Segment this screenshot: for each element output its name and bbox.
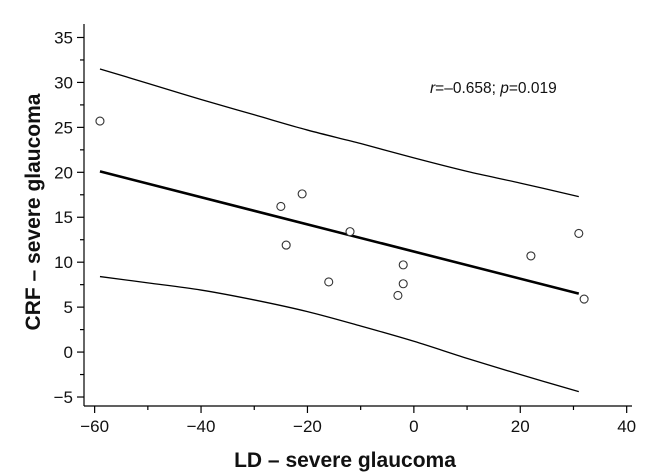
y-tick-label: 0 (64, 343, 73, 362)
data-point (393, 290, 403, 300)
data-point (324, 277, 334, 287)
y-tick-label: 30 (54, 73, 73, 92)
x-tick-label: −60 (80, 417, 109, 436)
data-point (95, 116, 105, 126)
data-point (579, 294, 589, 304)
data-point (345, 227, 355, 237)
y-tick-label: −5 (54, 388, 73, 407)
y-tick-label: 20 (54, 163, 73, 182)
x-tick-label: −20 (293, 417, 322, 436)
annotation-value: =0.019 (509, 80, 557, 97)
plot-area: −60 −40 −20 0 20 40 −5 0 5 10 15 20 25 30 35 (54, 24, 636, 436)
x-axis-title: LD – severe glaucoma (234, 449, 456, 472)
y-tick-label: 5 (64, 298, 73, 317)
lower-confidence-band (99, 275, 579, 393)
y-tick-label: 10 (54, 253, 73, 272)
correlation-annotation: r=–0.658; p=0.019 (430, 80, 557, 97)
y-tick-label: 35 (54, 28, 73, 47)
annotation-value: =–0.658; (435, 80, 500, 97)
data-point (398, 260, 408, 270)
x-tick-label: 40 (617, 417, 636, 436)
data-point (281, 240, 291, 250)
data-point (526, 251, 536, 261)
annotation-symbol: p (499, 80, 509, 97)
x-tick-label: −40 (187, 417, 216, 436)
y-axis-title: CRF – severe glaucoma (22, 93, 45, 330)
data-point (574, 228, 584, 238)
upper-confidence-band (99, 68, 579, 198)
data-point (297, 189, 307, 199)
y-tick-label: 15 (54, 208, 73, 227)
annotation-symbol: r (430, 80, 436, 97)
data-point (276, 201, 286, 212)
x-tick-label: 20 (511, 417, 530, 436)
x-tick-label: 0 (409, 417, 418, 436)
y-tick-label: 25 (54, 118, 73, 137)
regression-line (99, 170, 580, 295)
data-point (398, 279, 408, 289)
